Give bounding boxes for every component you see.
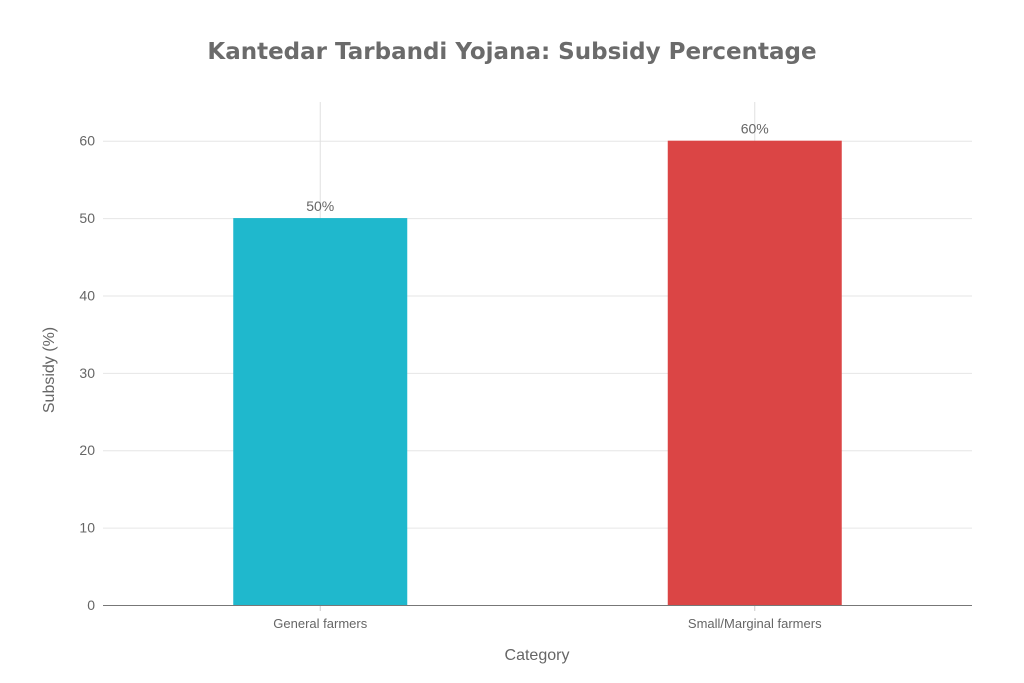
data-labels: 50% 60% xyxy=(306,121,769,214)
y-tick-label: 30 xyxy=(79,365,95,381)
y-tick-label: 20 xyxy=(79,442,95,458)
y-tick-label: 40 xyxy=(79,287,95,303)
chart-title: Kantedar Tarbandi Yojana: Subsidy Percen… xyxy=(207,39,816,65)
data-label: 50% xyxy=(306,198,334,214)
x-axis-label: Category xyxy=(505,647,570,664)
y-tick-label: 10 xyxy=(79,520,95,536)
data-label: 60% xyxy=(741,121,769,137)
y-axis-label: Subsidy (%) xyxy=(41,327,58,413)
y-axis-ticks: 0 10 20 30 40 50 60 xyxy=(79,133,95,613)
x-axis-ticks: General farmers Small/Marginal farmers xyxy=(273,605,822,631)
y-tick-label: 60 xyxy=(79,133,95,149)
y-tick-label: 0 xyxy=(87,597,95,613)
bars xyxy=(233,140,842,606)
y-tick-label: 50 xyxy=(79,210,95,226)
bar-0 xyxy=(233,218,408,606)
x-tick-label: General farmers xyxy=(273,616,367,631)
bar-1 xyxy=(667,140,842,605)
x-tick-label: Small/Marginal farmers xyxy=(688,616,822,631)
